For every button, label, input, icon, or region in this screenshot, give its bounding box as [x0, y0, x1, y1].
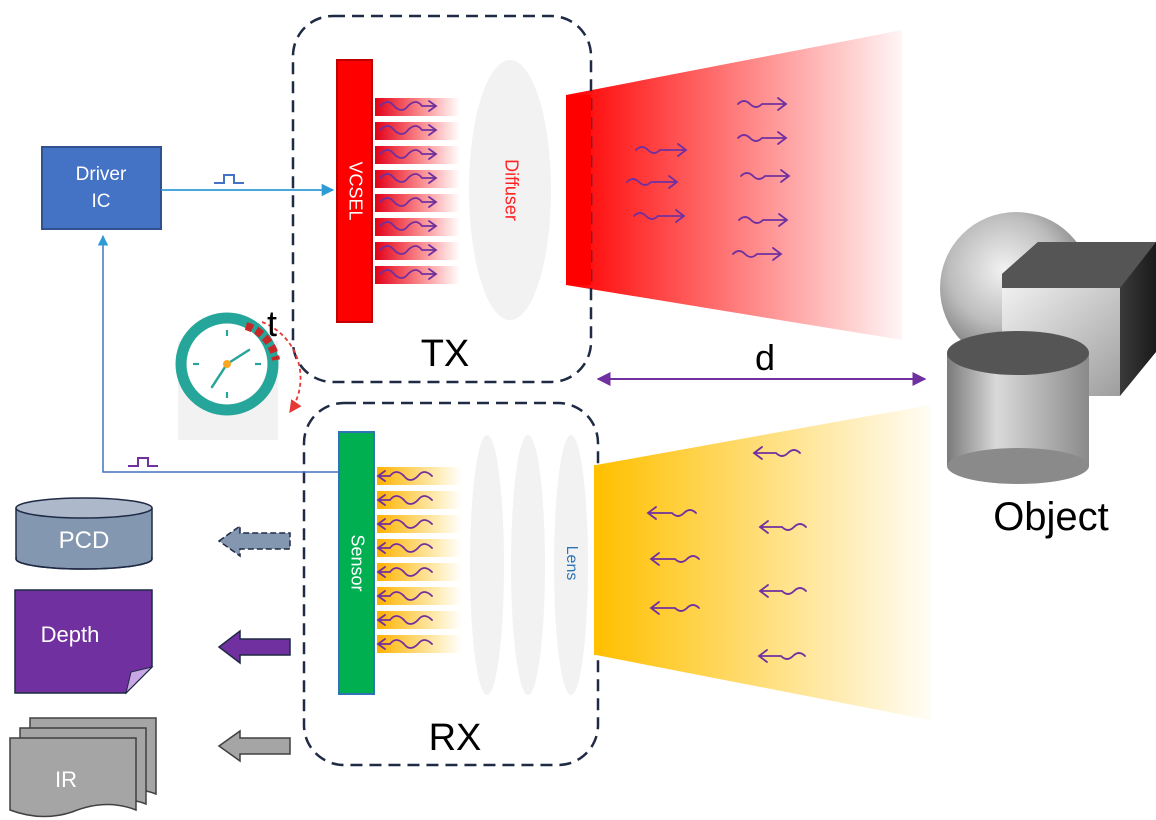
tx-label: TX — [421, 333, 470, 375]
ir-output-arrow — [217, 729, 291, 763]
sensor-label: Sensor — [347, 534, 367, 591]
lens-label: Lens — [563, 546, 580, 581]
stopwatch-icon — [175, 312, 302, 440]
ir-label: IR — [55, 767, 77, 792]
document-icon — [14, 589, 154, 695]
depth-label: Depth — [41, 622, 100, 647]
rx-light-beam — [596, 405, 930, 720]
distance-label: d — [755, 337, 775, 378]
sensor-pixels — [377, 467, 462, 653]
square-pulse-icon — [128, 457, 158, 467]
driver-ic-label-line1: Driver — [76, 164, 127, 185]
tx-emitter-photons — [379, 100, 438, 280]
driver-ic-label-line2: IC — [92, 191, 111, 212]
vcsel-emitter — [336, 59, 373, 323]
depth-output-arrow — [217, 629, 291, 665]
rx-module-box — [302, 401, 600, 767]
pcd-output-arrow — [217, 524, 291, 558]
stacked-pages-icon — [9, 717, 157, 818]
object-label: Object — [993, 495, 1109, 539]
square-pulse-icon — [214, 174, 244, 184]
tx-beam-photons — [626, 97, 791, 261]
vcsel-label: VCSEL — [345, 161, 365, 220]
pcd-label: PCD — [59, 527, 110, 554]
time-label: t — [267, 303, 277, 344]
sensor-incoming-photons — [376, 470, 433, 650]
3d-shapes-icon — [940, 212, 1156, 484]
rx-lens-elements — [470, 435, 588, 695]
rx-label: RX — [429, 717, 482, 759]
tx-light-beam — [566, 30, 902, 340]
sensor-feedback-line — [97, 234, 339, 473]
diffuser-element — [469, 60, 551, 320]
diffuser-label: Diffuser — [501, 159, 521, 221]
driver-ic-box — [41, 146, 162, 230]
database-cylinder-icon — [15, 497, 153, 570]
rx-aperture — [594, 465, 604, 655]
tx-aperture — [566, 95, 591, 285]
vcsel-emitters — [375, 98, 460, 284]
sensor-array — [338, 431, 375, 695]
rx-beam-photons — [646, 446, 807, 663]
